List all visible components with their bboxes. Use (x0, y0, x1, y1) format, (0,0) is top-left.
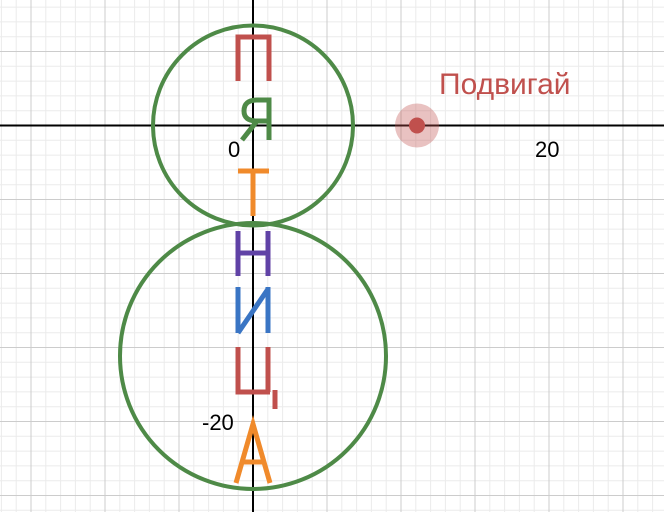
letter-tse (235, 347, 278, 409)
origin-label: 0 (228, 137, 240, 162)
letter-te (238, 168, 269, 216)
y-tick-label-neg-20: -20 (202, 410, 234, 435)
letter-pe (235, 34, 272, 81)
letter-a (233, 414, 273, 484)
draggable-point[interactable] (409, 117, 425, 134)
lower-circle (118, 221, 388, 491)
letter-en (235, 231, 271, 276)
letter-ya (240, 97, 272, 142)
x-tick-label-20: 20 (535, 137, 559, 162)
draggable-point-label: Подвигай (439, 68, 571, 101)
upper-circle (151, 23, 355, 228)
letter-i (235, 287, 271, 335)
